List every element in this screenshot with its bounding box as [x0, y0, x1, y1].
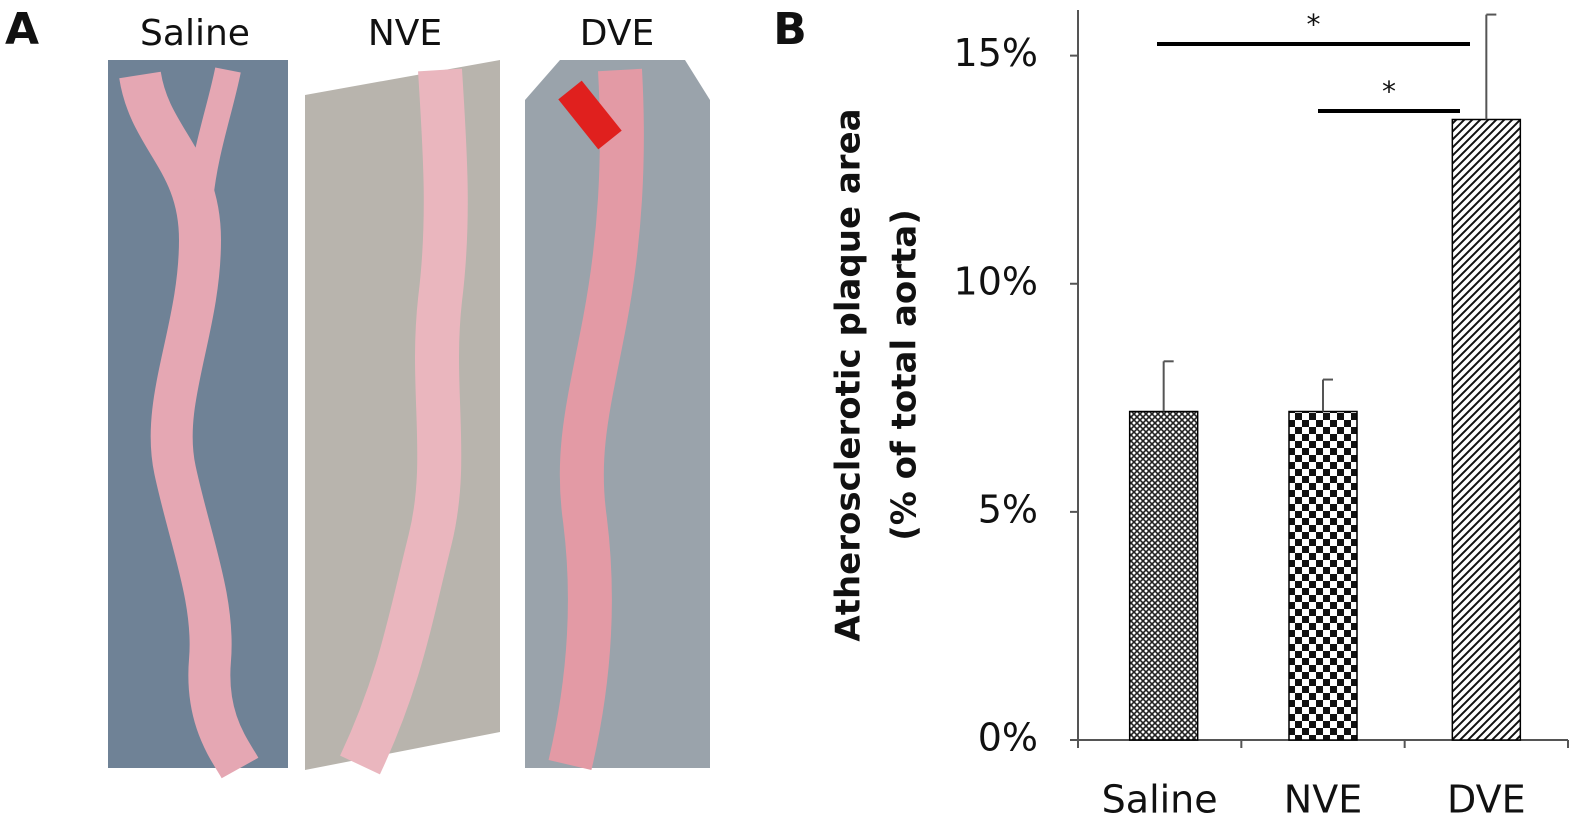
y-tick-label: 10% — [954, 259, 1038, 303]
significance-label: * — [1382, 75, 1396, 108]
y-axis-label: Atherosclerotic plaque area — [829, 108, 869, 641]
y-tick-label: 0% — [978, 716, 1038, 760]
x-tick-label: Saline — [1102, 778, 1218, 822]
panel-label: A — [5, 4, 39, 55]
y-tick-label: 15% — [954, 31, 1038, 75]
panel-label: B — [773, 4, 807, 55]
aorta-photo — [108, 60, 288, 779]
image-label: NVE — [368, 13, 442, 54]
y-tick-label: 5% — [978, 487, 1038, 531]
x-tick-label: DVE — [1447, 778, 1526, 822]
image-label: Saline — [140, 13, 250, 54]
y-axis-label: (% of total aorta) — [885, 209, 925, 541]
x-tick-label: NVE — [1284, 778, 1362, 822]
bar — [1128, 410, 1199, 741]
bar — [1451, 118, 1522, 741]
aorta-photo — [525, 60, 710, 771]
aorta-photo — [305, 60, 500, 775]
significance-label: * — [1307, 8, 1321, 41]
bar — [1288, 410, 1358, 741]
image-label: DVE — [580, 13, 654, 54]
